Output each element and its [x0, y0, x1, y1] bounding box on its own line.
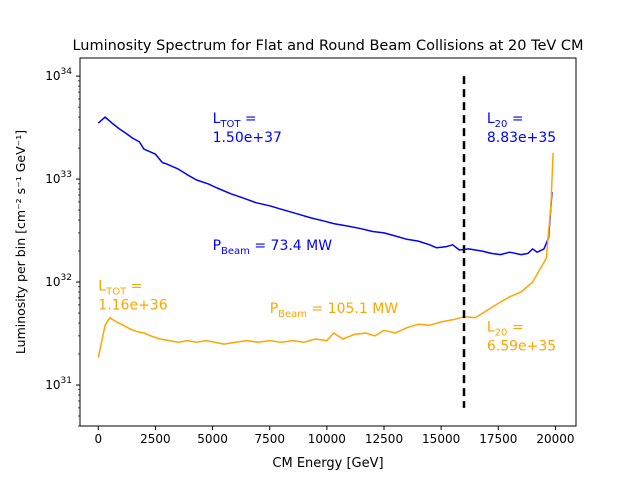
x-tick-label: 2500 [140, 432, 171, 446]
annotation-ltot-orange-value: 1.16e+36 [98, 297, 167, 313]
y-tick-label: 1032 [45, 273, 72, 289]
annotation-ltot-orange: LTOT = [98, 278, 142, 297]
y-tick-label: 1033 [45, 170, 72, 186]
x-tick-label: 17500 [479, 432, 517, 446]
y-tick-label: 1031 [45, 376, 72, 392]
series-line-1 [97, 116, 553, 256]
x-tick-label: 12500 [365, 432, 403, 446]
axes-frame [79, 57, 577, 427]
x-tick-label: 20000 [536, 432, 574, 446]
annotation-ltot-blue: LTOT = [213, 111, 257, 130]
chart-title: Luminosity Spectrum for Flat and Round B… [72, 38, 583, 54]
plot-area [97, 76, 554, 408]
x-tick-label: 7500 [254, 432, 285, 446]
series-line-2 [97, 152, 554, 358]
annotation-pbeam-orange: PBeam = 105.1 MW [270, 301, 399, 320]
annotation-pbeam-blue: PBeam = 73.4 MW [213, 238, 333, 257]
y-tick-label: 1034 [45, 67, 72, 83]
annotation-ltot-blue-value: 1.50e+37 [213, 130, 282, 146]
annotation-l20-blue: L20 = [487, 111, 524, 130]
x-axis: 0 2500 5000 7500 10000 12500 15000 17500 20000 [94, 426, 575, 446]
annotation-l20-orange: L20 = [487, 320, 524, 339]
annotation-l20-orange-value: 6.59e+35 [487, 339, 556, 355]
x-tick-label: 5000 [197, 432, 228, 446]
annotations: LTOT = 1.50e+37 PBeam = 73.4 MW L20 = 8.83… [98, 111, 556, 355]
x-tick-label: 15000 [422, 432, 460, 446]
x-axis-label: CM Energy [GeV] [272, 456, 383, 471]
annotation-l20-blue-value: 8.83e+35 [487, 130, 556, 146]
y-axis: 1031 1032 1033 1034 [45, 67, 80, 427]
x-tick-label: 10000 [308, 432, 346, 446]
x-tick-label: 0 [94, 432, 102, 446]
y-axis-label: Luminosity per bin [cm⁻² s⁻¹ GeV⁻¹] [13, 130, 28, 354]
